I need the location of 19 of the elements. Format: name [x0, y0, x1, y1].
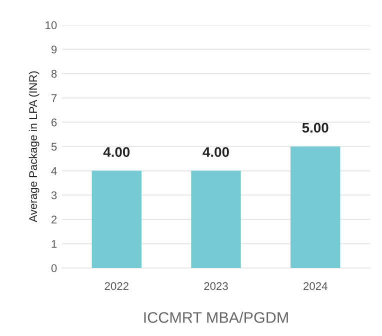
y-axis-title: Average Package in LPA (INR)	[28, 71, 40, 222]
y-tick-label: 6	[52, 118, 57, 126]
y-tick-label: 5	[51, 142, 57, 151]
x-axis-title: ICCMRT MBA/PGDM	[144, 312, 288, 323]
data-label: 4.00	[202, 147, 229, 157]
y-tick-label: 0	[51, 264, 57, 272]
y-tick-label: 2	[52, 216, 57, 224]
x-tick-label: 2024	[304, 282, 328, 290]
data-label: 5.00	[302, 122, 328, 133]
y-tick-label: 3	[51, 191, 57, 200]
x-tick-label: 2022	[104, 282, 128, 290]
x-tick-label: 2023	[204, 282, 228, 290]
y-tick-label: 1	[52, 240, 57, 248]
y-tick-label: 8	[51, 70, 57, 78]
y-tick-label: 10	[46, 21, 57, 30]
data-label: 4.00	[103, 147, 130, 157]
y-tick-label: 7	[52, 94, 57, 102]
y-tick-label: 4	[51, 167, 57, 175]
y-tick-label: 9	[51, 46, 57, 54]
